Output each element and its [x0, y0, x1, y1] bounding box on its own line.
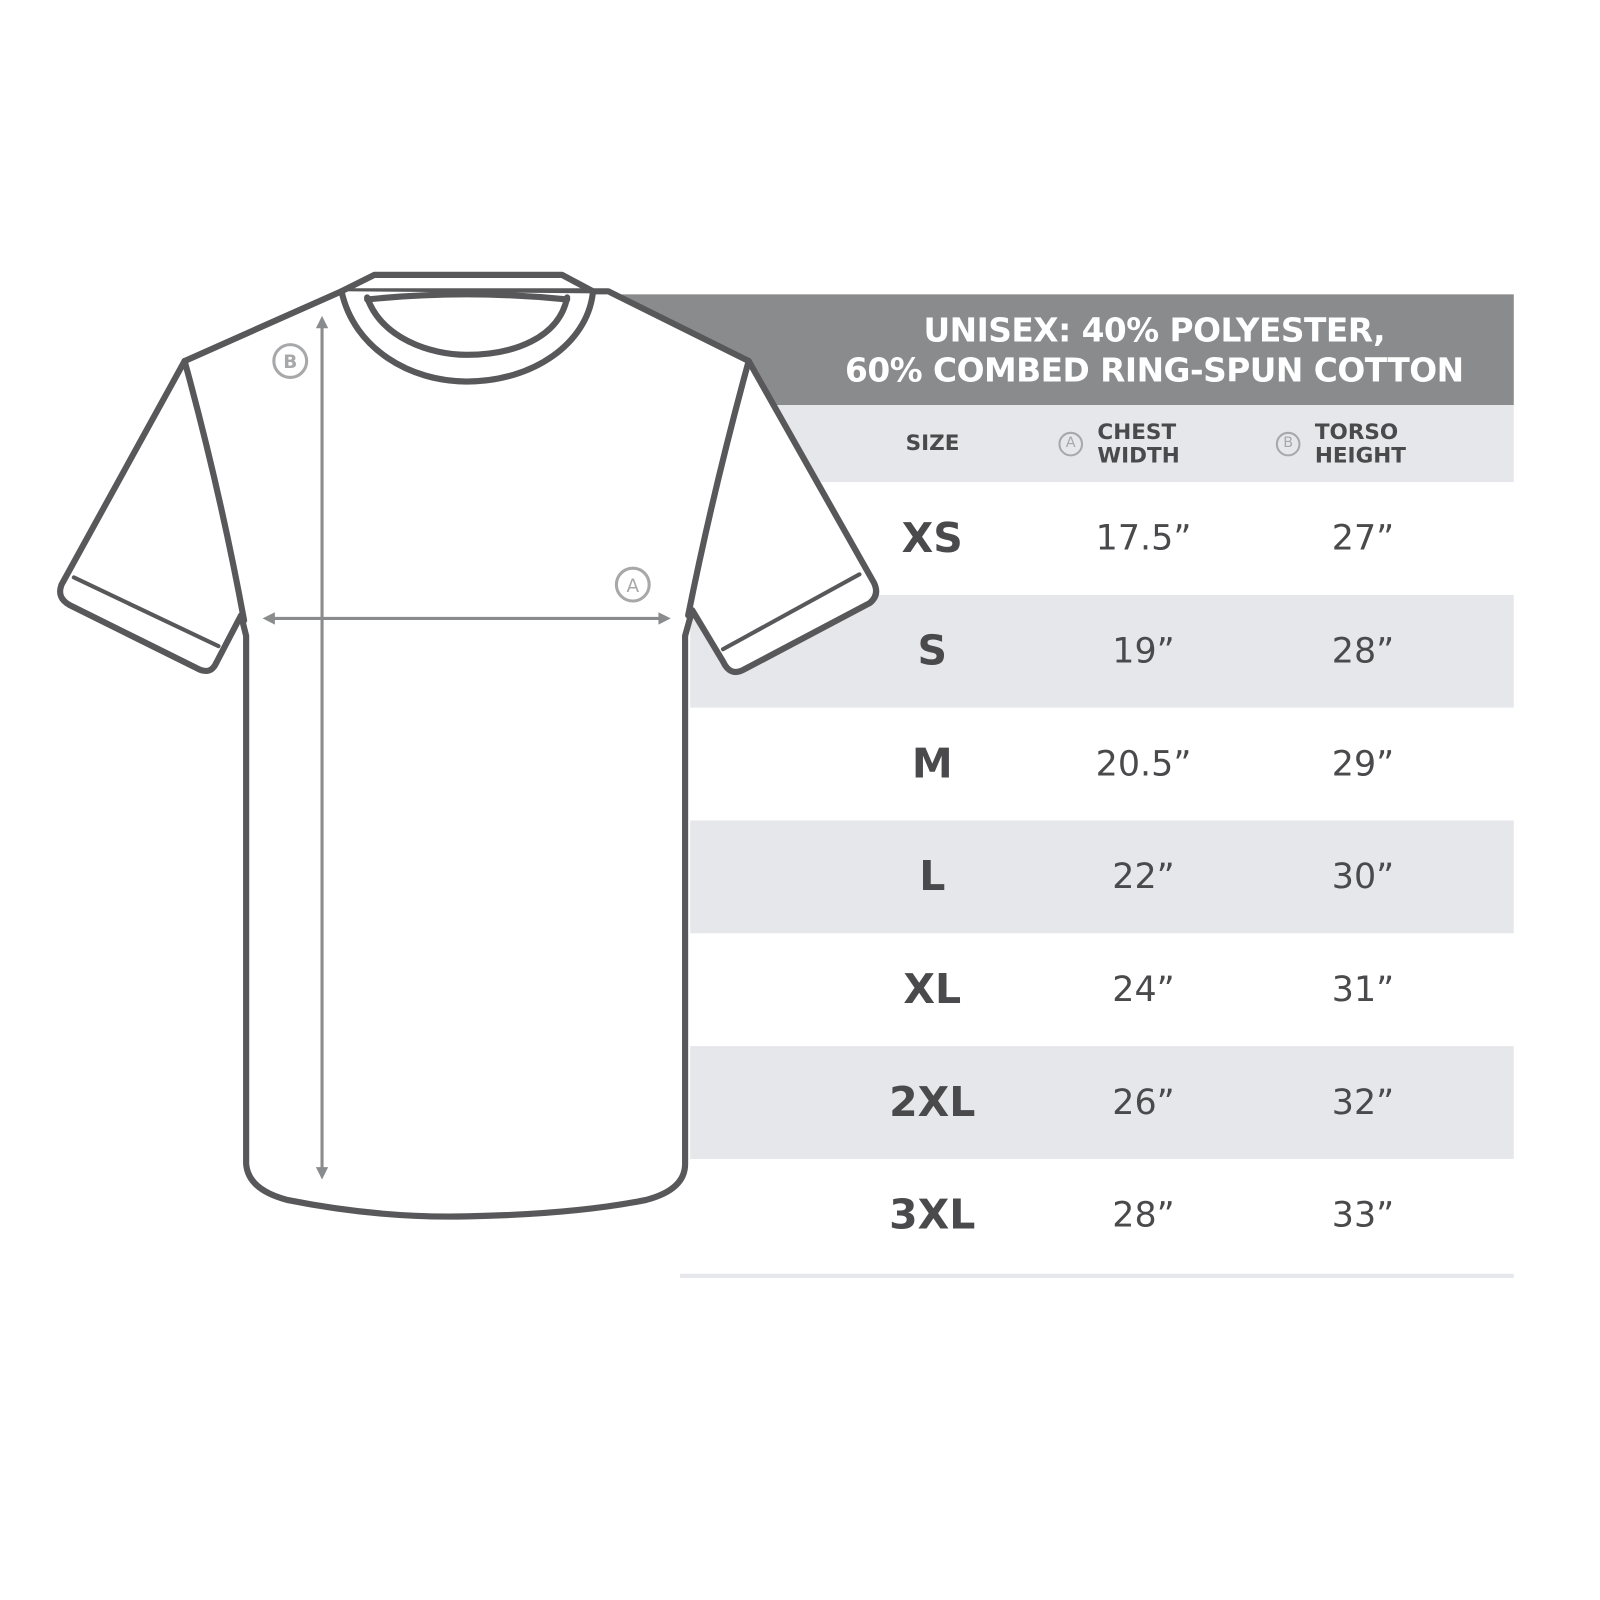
torso-height-header: B TORSO HEIGHT [1275, 405, 1406, 482]
table-row: L 22” 30” [690, 820, 1514, 934]
chest-cell: 28” [1112, 1194, 1175, 1236]
title-line-1: UNISEX: 40% POLYESTER, [923, 310, 1386, 350]
arrowhead-up [315, 315, 329, 329]
collar-inner [364, 294, 571, 358]
torso-cell: 28” [1331, 630, 1395, 672]
chest-label-2: WIDTH [1097, 442, 1180, 468]
marker-a-icon: A [1058, 431, 1084, 456]
chest-cell: 22” [1112, 856, 1175, 898]
arrowhead-down [315, 1167, 329, 1180]
size-cell: XS [901, 514, 963, 563]
torso-label-2: HEIGHT [1314, 442, 1406, 468]
table-row: 2XL 26” 32” [690, 1046, 1514, 1159]
size-cell: L [919, 853, 946, 901]
chest-cell: 17.5” [1095, 517, 1192, 559]
chest-cell: 24” [1112, 969, 1175, 1011]
chest-cell: 26” [1112, 1082, 1175, 1124]
table-row: 3XL 28” 33” [690, 1159, 1514, 1272]
chest-width-header: A CHEST WIDTH [1058, 405, 1180, 482]
table-row: M 20.5” 29” [690, 708, 1514, 821]
size-cell: 3XL [889, 1191, 976, 1239]
marker-a-diagram-icon: A [614, 566, 651, 603]
marker-b-icon: B [1275, 431, 1301, 456]
svg-text:A: A [626, 576, 639, 597]
arrowhead-left [262, 612, 275, 625]
arrowhead-right [658, 612, 671, 625]
table-row: XL 24” 31” [690, 933, 1514, 1046]
size-cell: XL [903, 966, 962, 1014]
chest-label-1: CHEST [1097, 418, 1177, 444]
torso-cell: 30” [1331, 856, 1395, 898]
table-bottom-rule [679, 1273, 1514, 1278]
torso-cell: 29” [1331, 743, 1395, 785]
right-cuff-seam [720, 572, 862, 652]
torso-cell: 31” [1331, 969, 1395, 1011]
torso-cell: 33” [1331, 1194, 1395, 1236]
neck-top [338, 271, 596, 303]
size-cell: S [917, 627, 948, 675]
torso-label-1: TORSO [1314, 418, 1399, 444]
size-header: SIZE [905, 430, 960, 456]
size-cell: 2XL [889, 1078, 976, 1127]
left-cuff-seam [71, 575, 221, 649]
size-cell: M [911, 740, 953, 788]
svg-text:B: B [283, 352, 297, 373]
marker-b-diagram-icon: B [272, 343, 309, 379]
table-row: XS 17.5” 27” [690, 482, 1514, 595]
right-armhole-seam [685, 357, 752, 619]
title-line-2: 60% COMBED RING-SPUN COTTON [845, 350, 1464, 390]
chest-cell: 20.5” [1095, 743, 1192, 785]
tshirt-outline [57, 288, 880, 1220]
torso-cell: 32” [1331, 1082, 1395, 1124]
column-header: SIZE A CHEST WIDTH B TORSO HEIGHT [717, 405, 1514, 483]
left-armhole-seam [181, 357, 248, 624]
collar-outer [338, 288, 596, 385]
torso-cell: 27” [1331, 517, 1395, 559]
chest-cell: 19” [1112, 630, 1175, 672]
